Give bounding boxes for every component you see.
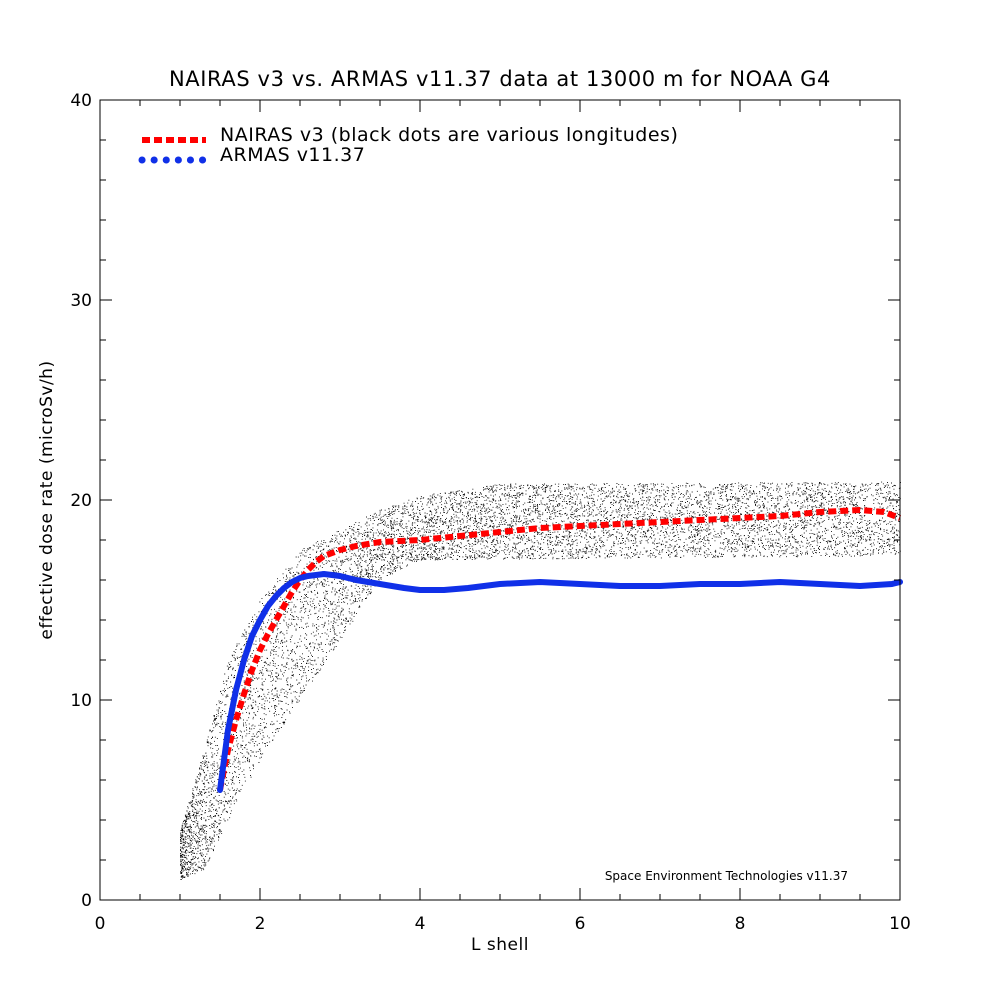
y-tick-label: 10 [70, 691, 92, 711]
x-axis-label: L shell [471, 935, 529, 955]
longitude-dot-cloud [180, 481, 901, 880]
axis-ticks [99, 99, 901, 901]
x-tick-label: 6 [575, 914, 586, 934]
credit-label: Space Environment Technologies v11.37 [605, 869, 848, 883]
chart-title: NAIRAS v3 vs. ARMAS v11.37 data at 13000… [169, 67, 831, 91]
legend-label-nairas: NAIRAS v3 (black dots are various longit… [220, 124, 678, 146]
longitude-dots [180, 481, 901, 880]
x-tick-label: 2 [255, 914, 266, 934]
y-tick-label: 0 [81, 891, 92, 911]
x-tick-label: 8 [735, 914, 746, 934]
x-tick-label: 4 [415, 914, 426, 934]
axis-tick-labels: 0 2 4 6 8 10 0 10 20 30 40 [70, 91, 910, 934]
y-tick-label: 40 [70, 91, 92, 111]
x-tick-label: 0 [95, 914, 106, 934]
legend: NAIRAS v3 (black dots are various longit… [138, 124, 678, 166]
armas-series-line [217, 571, 903, 793]
nairas-series-line [217, 507, 902, 791]
x-tick-label: 10 [889, 914, 911, 934]
legend-label-armas: ARMAS v11.37 [220, 144, 365, 166]
tick-marks [99, 99, 901, 901]
series-layer [217, 507, 903, 793]
y-tick-label: 20 [70, 491, 92, 511]
y-axis-label: effective dose rate (microSv/h) [37, 360, 57, 639]
y-tick-label: 30 [70, 291, 92, 311]
